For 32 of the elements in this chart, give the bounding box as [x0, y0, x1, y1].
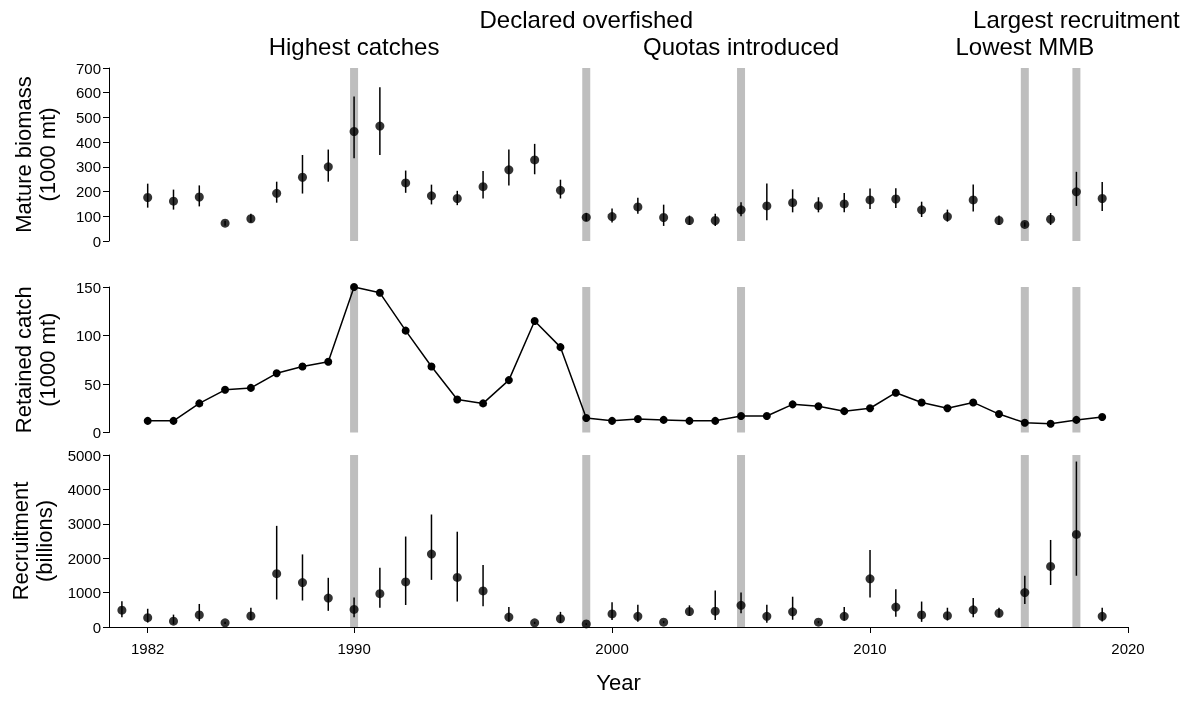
y-axis-title: Recruitment (billions) [8, 481, 58, 601]
y-tick-label: 400 [75, 133, 101, 151]
y-axis-title: Retained catch (1000 mt) [10, 286, 60, 434]
ref-line-label: Quotas introduced [642, 32, 840, 60]
y-tick-label: 300 [75, 158, 101, 176]
ref-line-label: Declared overfished [479, 5, 693, 33]
x-tick-label: 2000 [595, 640, 629, 657]
y-tick-label: 600 [75, 84, 101, 102]
x-axis-title: Year [596, 669, 641, 695]
y-tick-label: 0 [92, 618, 101, 636]
y-tick-label: 500 [75, 108, 101, 126]
x-tick-label: 1990 [337, 640, 371, 657]
y-tick-label: 5000 [67, 446, 101, 464]
y-tick-label: 700 [75, 59, 101, 77]
y-tick-label: 100 [75, 207, 101, 225]
ref-line-label: Largest recruitment [973, 5, 1181, 33]
y-axis-title: Mature biomass (1000 mt) [10, 76, 60, 233]
y-tick-label: 0 [92, 232, 101, 250]
x-tick-label: 2010 [853, 640, 887, 657]
y-tick-label: 3000 [67, 515, 101, 533]
y-tick-label: 200 [75, 183, 101, 201]
ref-line-label: Highest catches [268, 32, 440, 60]
x-tick-label: 1982 [131, 640, 165, 657]
y-tick-label: 50 [84, 375, 101, 393]
y-tick-label: 4000 [67, 480, 101, 498]
y-tick-label: 150 [75, 278, 101, 296]
y-tick-label: 0 [92, 424, 101, 441]
x-tick-label: 2020 [1111, 640, 1145, 657]
ref-line-label: Lowest MMB [955, 32, 1095, 60]
y-tick-label: 2000 [67, 549, 101, 567]
y-tick-label: 100 [75, 327, 101, 344]
y-tick-label: 1000 [67, 584, 101, 602]
